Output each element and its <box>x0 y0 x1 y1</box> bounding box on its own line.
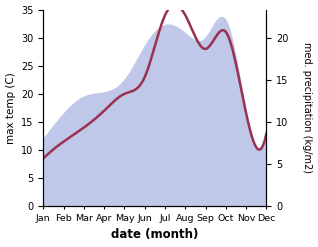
Y-axis label: max temp (C): max temp (C) <box>5 72 16 144</box>
X-axis label: date (month): date (month) <box>111 228 198 242</box>
Y-axis label: med. precipitation (kg/m2): med. precipitation (kg/m2) <box>302 42 313 173</box>
